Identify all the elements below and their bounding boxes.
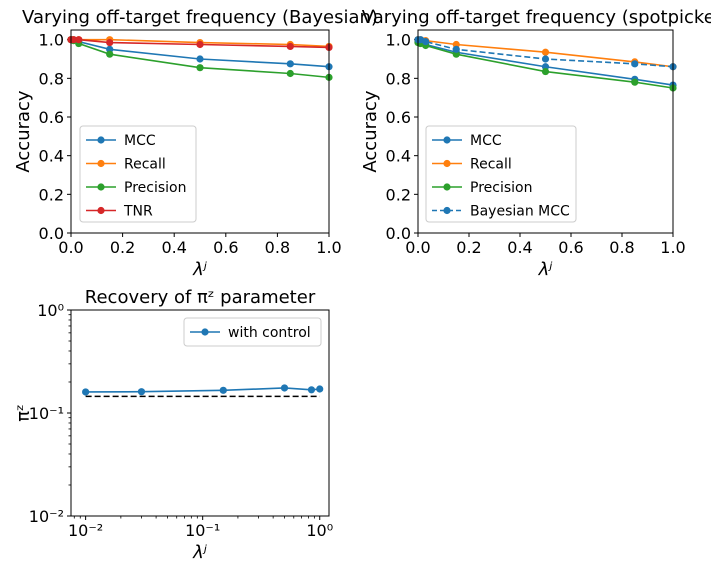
- legend-label: with control: [228, 325, 311, 341]
- x-tick-label: 0.2: [456, 238, 481, 257]
- data-point-bayesian-mcc: [631, 60, 639, 68]
- data-point-bayesian-mcc: [541, 55, 550, 63]
- plot-frame: [70, 29, 330, 234]
- x-tick-label: 0.2: [110, 238, 135, 257]
- y-tick-label: 0.4: [386, 147, 411, 166]
- legend-marker: [97, 136, 105, 144]
- legend: MCC Recall Precision TNR: [79, 125, 197, 223]
- legend-marker: [443, 206, 451, 215]
- data-point-with-control: [137, 388, 146, 396]
- data-point-precision: [106, 50, 114, 58]
- legend-label: TNR: [123, 204, 153, 220]
- legend-label: MCC: [470, 133, 502, 149]
- y-axis-label: Accuracy: [360, 90, 381, 173]
- series-group: [82, 384, 324, 396]
- legend: with control: [183, 317, 322, 347]
- data-point-bayesian-mcc: [452, 45, 460, 53]
- data-point-precision: [631, 78, 639, 86]
- x-tick-label: 10⁻¹: [185, 521, 220, 540]
- legend-marker: [97, 159, 105, 168]
- legend-box: [183, 317, 322, 347]
- y-tick-label: 0.8: [386, 69, 411, 88]
- legend-label: Precision: [470, 180, 532, 196]
- legend-marker: [443, 183, 451, 191]
- y-tick-label: 1.0: [39, 31, 64, 50]
- series-group: [414, 36, 677, 92]
- y-tick-label: 0.4: [39, 147, 64, 166]
- chart-3: Recovery of πᶻ parameter 10⁻² 10⁻¹ 10⁰ 10⁻² 1…: [13, 287, 333, 563]
- legend-marker: [443, 136, 451, 144]
- data-point-with-control: [82, 388, 90, 396]
- y-tick-label: 10⁻¹: [29, 404, 64, 423]
- y-tick-label: 10⁻²: [29, 507, 64, 526]
- legend-marker: [97, 183, 105, 191]
- chart-1: Varying off-target frequency (Bayesian) 0…: [13, 7, 378, 280]
- x-tick-label: 1.0: [316, 238, 341, 257]
- chart-title: Varying off-target frequency (Bayesian): [22, 7, 378, 28]
- legend-marker: [201, 328, 209, 336]
- y-tick-label: 0.2: [39, 185, 64, 204]
- legend-marker: [97, 206, 105, 215]
- data-point-tnr: [69, 36, 78, 44]
- x-tick-label: 1.0: [660, 238, 685, 257]
- legend-box: [79, 125, 197, 223]
- data-point-mcc: [196, 55, 204, 63]
- x-axis-label: λʲ: [192, 542, 208, 563]
- data-point-precision: [286, 69, 294, 78]
- y-tick-label: 1.0: [386, 31, 411, 50]
- data-point-tnr: [286, 42, 294, 51]
- x-tick-label: 0.0: [405, 238, 430, 257]
- plot-frame: [70, 309, 330, 517]
- legend-label: Recall: [470, 157, 512, 173]
- y-tick-label: 0.0: [39, 224, 64, 243]
- x-tick-label: 10⁻²: [68, 521, 103, 540]
- data-point-with-control: [219, 386, 227, 394]
- y-axis-label: πᶻ: [13, 404, 34, 421]
- x-axis-label: λʲ: [538, 259, 554, 280]
- y-tick-label: 0.6: [39, 108, 64, 127]
- y-tick-label: 0.6: [386, 108, 411, 127]
- legend-label: Precision: [124, 180, 186, 196]
- y-tick-label: 0.0: [386, 224, 411, 243]
- y-axis-label: Accuracy: [13, 90, 34, 173]
- legend-marker: [443, 159, 451, 168]
- data-point-bayesian-mcc: [422, 38, 430, 46]
- legend-label: MCC: [124, 133, 156, 149]
- x-tick-label: 0.4: [161, 238, 186, 257]
- data-point-precision: [541, 67, 550, 76]
- x-tick-label: 0.8: [265, 238, 290, 257]
- x-tick-label: 0.4: [507, 238, 532, 257]
- chart-2: Varying off-target frequency (spotpicker…: [360, 7, 711, 280]
- x-tick-label: 10⁰: [306, 521, 333, 540]
- y-tick-label: 10⁰: [37, 301, 64, 320]
- legend-label: Bayesian MCC: [470, 204, 570, 220]
- x-tick-label: 0.6: [558, 238, 583, 257]
- data-point-with-control: [280, 384, 289, 392]
- data-point-mcc: [286, 60, 294, 68]
- data-point-tnr: [106, 38, 114, 47]
- x-tick-label: 0.8: [609, 238, 634, 257]
- data-point-with-control: [307, 386, 316, 394]
- data-point-tnr: [75, 36, 83, 44]
- y-tick-label: 0.8: [39, 69, 64, 88]
- chart-title: Varying off-target frequency (spotpicker…: [362, 7, 711, 28]
- y-tick-label: 0.2: [386, 185, 411, 204]
- data-point-tnr: [196, 40, 204, 49]
- plot-frame: [417, 29, 674, 234]
- legend-box: [425, 125, 577, 223]
- data-point-recall: [541, 48, 550, 56]
- chart-title: Recovery of πᶻ parameter: [85, 287, 316, 308]
- legend-label: Recall: [124, 157, 166, 173]
- data-point-with-control: [316, 385, 324, 393]
- x-tick-label: 0.6: [213, 238, 238, 257]
- series-group: [67, 36, 333, 81]
- data-point-precision: [196, 64, 204, 72]
- legend: MCC Recall Precision Bayesian MCC: [425, 125, 577, 223]
- x-axis-label: λʲ: [192, 259, 208, 280]
- x-tick-label: 0.0: [58, 238, 83, 257]
